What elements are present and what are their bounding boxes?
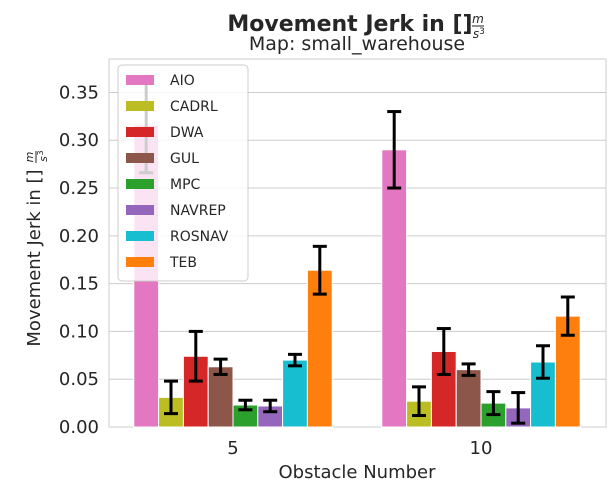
bar-gul-5 [207,366,234,428]
error-bars-group [139,75,575,425]
x-axis-label: Obstacle Number [278,462,436,483]
y-tick-label: 0.20 [59,226,99,247]
unit-numerator: m [23,152,36,163]
y-tick-label: 0.00 [59,417,99,438]
legend-swatch-dwa [126,127,154,137]
y-axis-label-group: Movement Jerk in [] m s3 [23,150,50,346]
legend-label-teb: TEB [169,255,197,271]
legend-swatch-rosnav [126,231,154,241]
legend-swatch-aio [126,75,154,85]
legend-label-dwa: DWA [170,125,204,141]
chart-subtitle: Map: small_warehouse [249,33,465,55]
legend-label-aio: AIO [170,73,195,89]
bar-rosnav-5 [282,359,308,428]
chart-title: Movement Jerk in [] [227,12,472,37]
unit-exponent: 3 [36,150,45,155]
y-tick-label: 0.35 [59,82,99,103]
legend: AIO CADRL DWA GUL MPC NAVREP ROSNAV TEB [117,64,249,282]
legend-label-cadrl: CADRL [170,99,218,115]
chart-title-suffix: ] [463,12,473,37]
y-tick-label: 0.10 [59,321,99,342]
x-tick-label: 5 [227,438,238,459]
plot-frame [108,58,607,428]
y-axis-label-text: Movement Jerk in [ [24,176,45,346]
y-tick-label: 0.25 [59,178,99,199]
x-tick-labels: 5 10 [227,438,492,459]
bar-teb-5 [306,269,333,428]
y-tick-label: 0.15 [59,274,99,295]
legend-swatch-gul [126,153,154,163]
legend-swatch-teb [126,257,154,267]
y-axis-label-unit-fraction: m s3 [23,150,50,163]
unit-exponent: 3 [479,27,485,37]
x-tick-label: 10 [470,438,493,459]
unit-denominator: s [473,27,479,41]
bar-gul-10 [455,369,482,428]
legend-swatch-cadrl [126,101,154,111]
y-axis-label-suffix: ] [24,169,45,176]
legend-label-navrep: NAVREP [170,203,226,219]
bar-aio-10 [381,149,408,428]
y-tick-label: 0.30 [59,130,99,151]
y-axis-label: Movement Jerk in [] [24,169,45,346]
legend-label-mpc: MPC [170,177,201,193]
legend-swatch-mpc [126,179,154,189]
unit-denominator: s [37,156,50,162]
legend-label-gul: GUL [170,151,199,167]
chart-title-unit-fraction: ms 3 [472,12,485,41]
bar-rosnav-10 [530,361,556,428]
chart-title-text: Movement Jerk in [ [227,12,462,37]
legend-box [117,64,249,282]
y-tick-labels: 0.00 0.05 0.10 0.15 0.20 0.25 0.30 0.35 [59,82,99,438]
y-tick-label: 0.05 [59,369,99,390]
legend-label-rosnav: ROSNAV [170,229,229,245]
unit-numerator: m [472,12,484,26]
legend-swatch-navrep [126,205,154,215]
